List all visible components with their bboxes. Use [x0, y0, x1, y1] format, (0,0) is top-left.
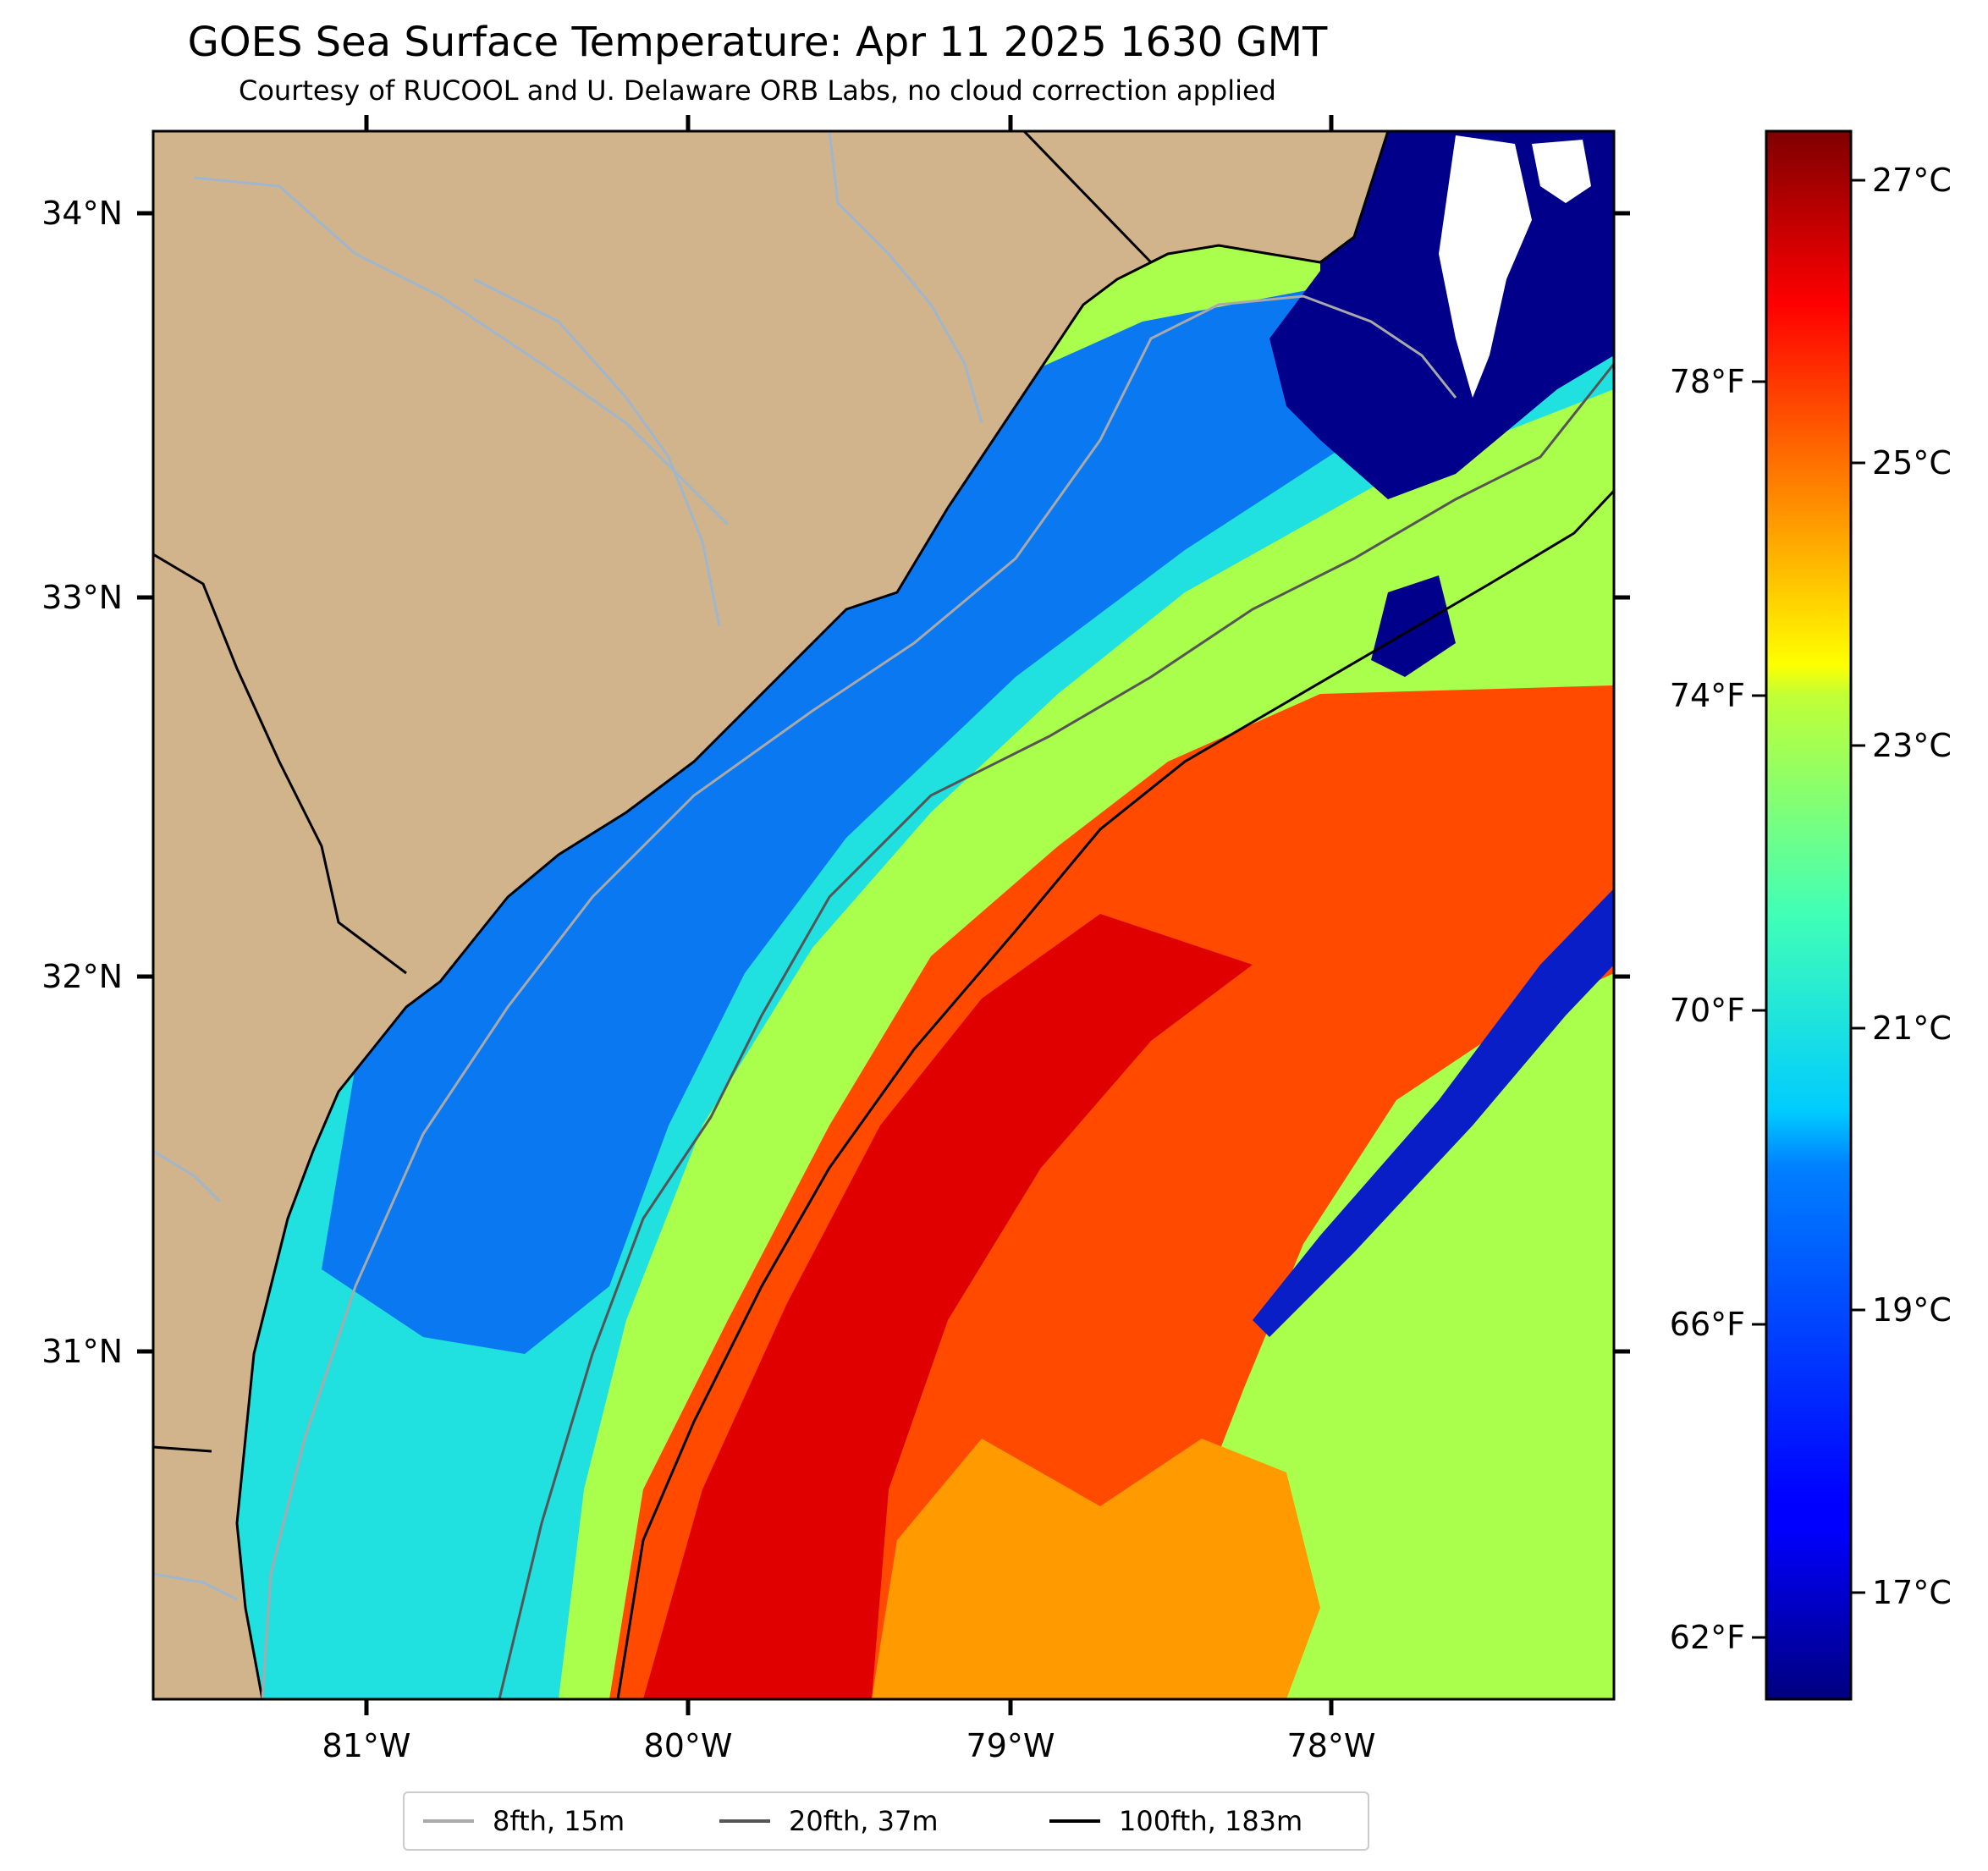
legend-label-8fth: 8fth, 15m	[493, 1805, 625, 1837]
lat-label-33: 33°N	[41, 579, 123, 616]
map-title: GOES Sea Surface Temperature: Apr 11 202…	[187, 19, 1328, 66]
legend-label-20fth: 20fth, 37m	[789, 1805, 939, 1837]
contour-8fth	[261, 294, 1457, 1699]
lon-label-81: 81°W	[322, 1727, 411, 1764]
lon-ticks: 81°W 80°W 79°W 78°W	[322, 115, 1376, 1764]
rivers	[153, 131, 983, 1601]
cloud-patch-small	[1532, 140, 1591, 203]
colorbar-fahrenheit-ticks: 78°F 74°F 70°F 66°F 62°F	[1670, 363, 1766, 1656]
c-label-25: 25°C	[1872, 444, 1952, 482]
land	[153, 131, 1390, 1699]
f-label-78: 78°F	[1670, 363, 1745, 400]
cloud-patch	[1439, 135, 1532, 398]
orange-region	[872, 1439, 1320, 1699]
legend-label-100fth: 100fth, 183m	[1119, 1805, 1303, 1837]
f-label-74: 74°F	[1670, 677, 1745, 714]
f-label-66: 66°F	[1670, 1306, 1745, 1343]
lon-label-80: 80°W	[644, 1727, 733, 1764]
c-label-23: 23°C	[1872, 727, 1952, 764]
f-label-62: 62°F	[1670, 1619, 1745, 1656]
legend-swatch-8fth	[423, 1819, 474, 1823]
map-frame	[151, 129, 1616, 1701]
legend-item-8fth: 8fth, 15m	[423, 1793, 625, 1849]
lat-label-32: 32°N	[41, 958, 123, 995]
legend-item-100fth: 100fth, 183m	[1049, 1793, 1302, 1849]
legend-item-20fth: 20fth, 37m	[719, 1793, 938, 1849]
map-area	[153, 131, 1614, 1699]
legend-swatch-20fth	[719, 1819, 770, 1823]
c-label-19: 19°C	[1872, 1291, 1952, 1329]
lon-label-78: 78°W	[1287, 1727, 1376, 1764]
contour-100fth	[616, 489, 1614, 1699]
c-label-27: 27°C	[1872, 162, 1952, 199]
lat-label-31: 31°N	[41, 1333, 123, 1370]
colorbar	[1765, 129, 1853, 1701]
legend-swatch-100fth	[1049, 1819, 1100, 1823]
cold-water-patch-east	[1371, 575, 1456, 677]
lon-label-79: 79°W	[966, 1727, 1055, 1764]
lat-ticks: 34°N 33°N 32°N 31°N	[41, 195, 1630, 1370]
state-borders	[153, 131, 1153, 1453]
inner-shelf-blue	[322, 288, 1439, 1354]
map-subtitle: Courtesy of RUCOOL and U. Delaware ORB L…	[239, 74, 1276, 107]
cold-filament	[1253, 889, 1614, 1337]
lat-label-34: 34°N	[41, 195, 123, 232]
f-label-70: 70°F	[1670, 992, 1745, 1029]
gulf-stream-core	[643, 914, 1253, 1699]
c-label-21: 21°C	[1872, 1010, 1952, 1047]
c-label-17: 17°C	[1872, 1574, 1952, 1611]
contour-20fth	[498, 363, 1614, 1699]
contour-legend: 8fth, 15m 20fth, 37m 100fth, 183m	[403, 1791, 1369, 1851]
colorbar-celsius-ticks: 27°C 25°C 23°C 21°C 19°C 17°C	[1851, 162, 1952, 1611]
